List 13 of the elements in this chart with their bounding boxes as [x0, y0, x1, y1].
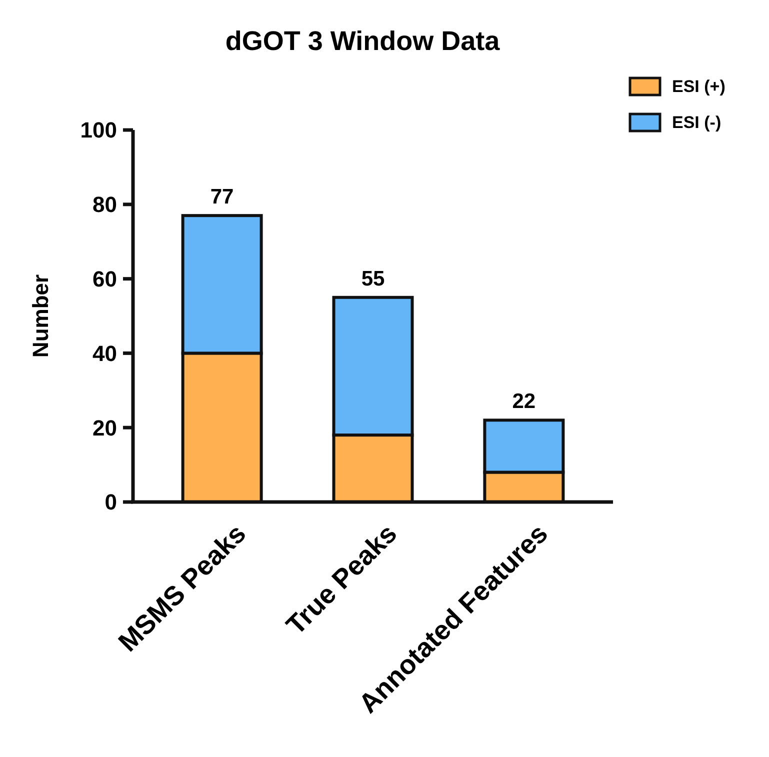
y-tick-label: 40 [92, 340, 117, 366]
y-tick-label: 20 [92, 415, 117, 440]
legend-label: ESI (+) [672, 76, 726, 96]
total-label: 77 [210, 186, 234, 209]
total-label: 55 [361, 267, 385, 290]
chart-title: dGOT 3 Window Data [225, 26, 501, 56]
legend-label: ESI (-) [672, 112, 722, 132]
y-tick-label: 60 [92, 266, 117, 292]
y-tick-label: 100 [80, 118, 117, 143]
y-tick-label: 0 [104, 490, 117, 515]
y-axis-title: Number [28, 274, 53, 358]
y-tick-label: 80 [92, 192, 117, 218]
total-label: 22 [512, 390, 536, 414]
